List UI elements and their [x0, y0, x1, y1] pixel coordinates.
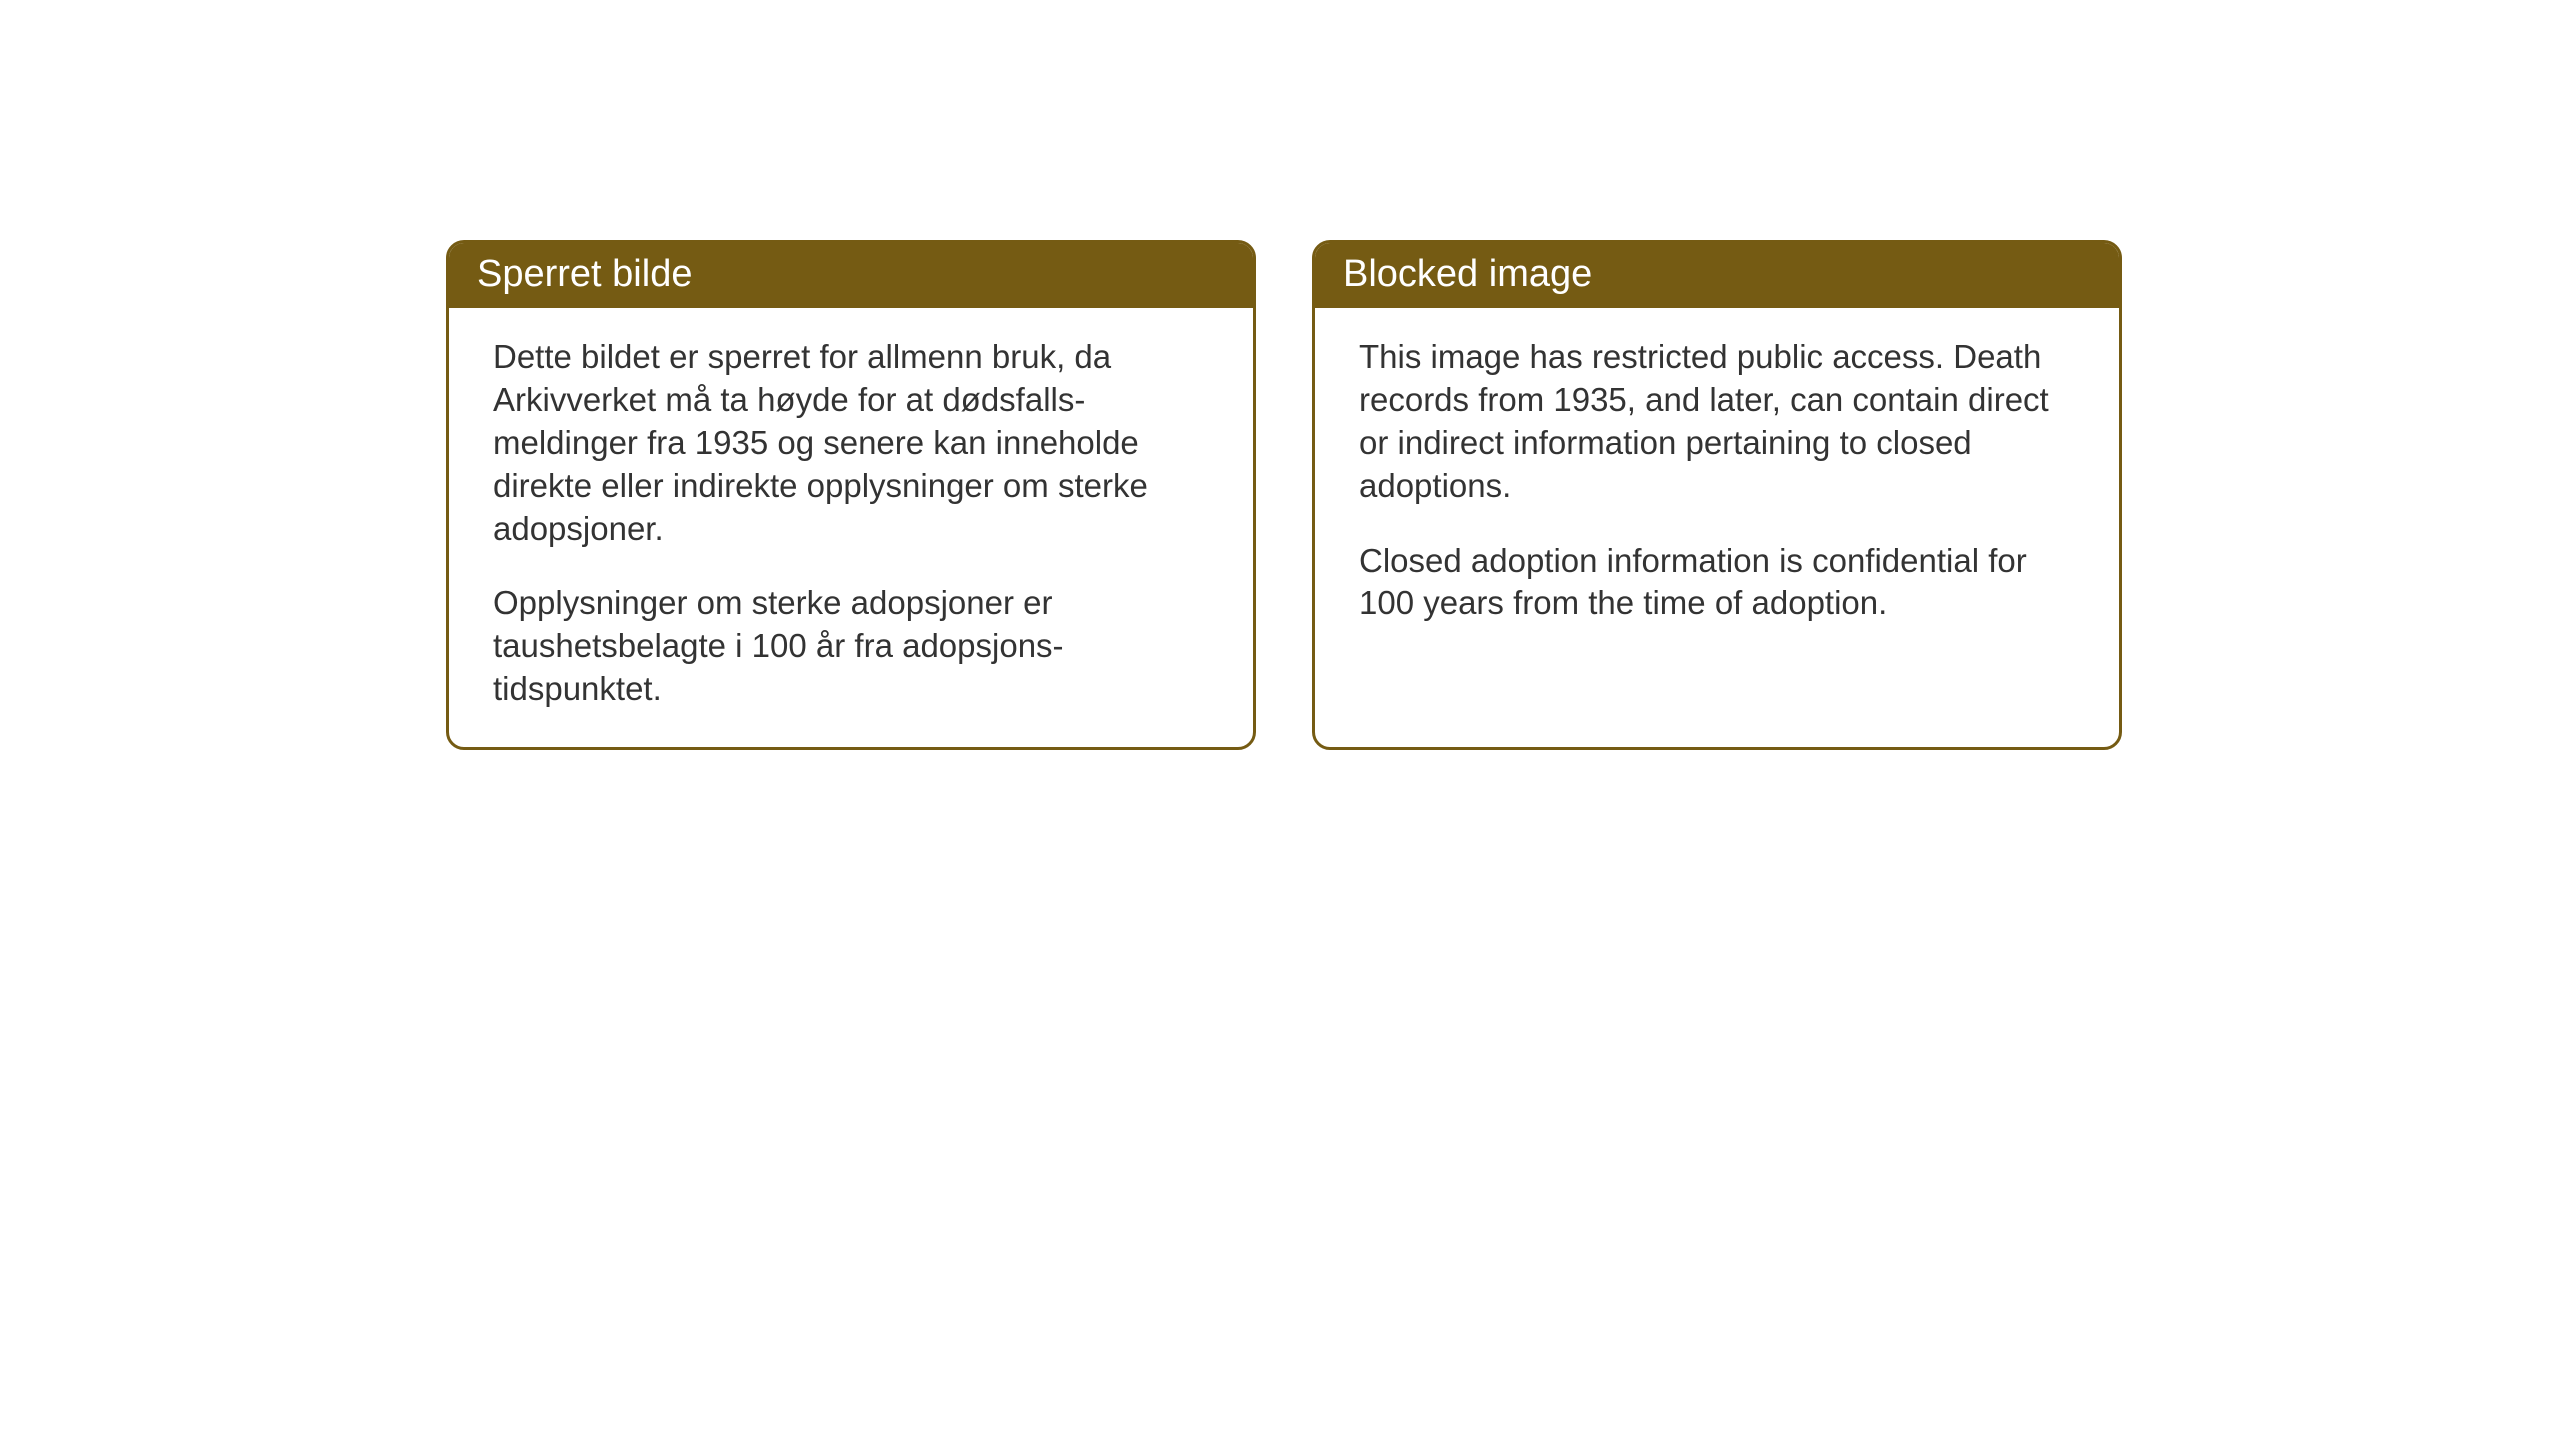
notice-paragraph-2-norwegian: Opplysninger om sterke adopsjoner er tau… — [493, 582, 1209, 711]
notice-box-english: Blocked image This image has restricted … — [1312, 240, 2122, 750]
notice-body-english: This image has restricted public access.… — [1315, 308, 2119, 661]
notice-header-norwegian: Sperret bilde — [449, 243, 1253, 308]
notice-header-english: Blocked image — [1315, 243, 2119, 308]
notice-paragraph-1-english: This image has restricted public access.… — [1359, 336, 2075, 508]
notice-box-norwegian: Sperret bilde Dette bildet er sperret fo… — [446, 240, 1256, 750]
notice-body-norwegian: Dette bildet er sperret for allmenn bruk… — [449, 308, 1253, 747]
notice-container: Sperret bilde Dette bildet er sperret fo… — [446, 240, 2122, 750]
notice-paragraph-2-english: Closed adoption information is confident… — [1359, 540, 2075, 626]
notice-paragraph-1-norwegian: Dette bildet er sperret for allmenn bruk… — [493, 336, 1209, 550]
